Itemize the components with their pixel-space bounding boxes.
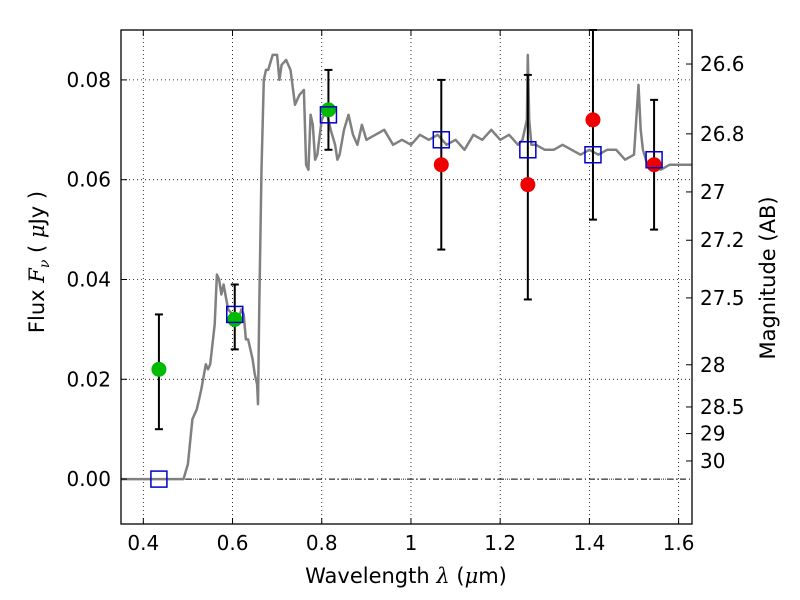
x-axis-label: Wavelength λ (μm): [305, 564, 507, 588]
x-tick-label: 1: [405, 531, 418, 555]
model-bandpass-square: [226, 305, 244, 324]
model-bandpass-square: [519, 141, 537, 159]
magnitude-tick-label: 27: [700, 180, 725, 204]
x-axis-ticks: 0.4 0.6 0.8 1 1.2 1.4 1.6: [127, 30, 695, 555]
model-spectrum-line: [121, 53, 692, 481]
data-point: [320, 102, 336, 118]
data-point: [520, 177, 536, 193]
y-tick-label: 0.00: [66, 467, 111, 491]
x-tick-label: 0.8: [306, 531, 338, 555]
y-axis-label: Flux Fν ( μJy ): [25, 191, 53, 333]
model-bandpass-square: [432, 131, 451, 149]
x-tick-label: 0.6: [217, 531, 249, 555]
grid: [121, 30, 692, 524]
magnitude-tick-label: 26.6: [700, 52, 745, 76]
data-point: [646, 157, 662, 173]
magnitude-tick-label: 29: [700, 422, 725, 446]
model-bandpass-square: [645, 150, 663, 169]
model-bandpass-square: [319, 106, 338, 124]
data-point: [585, 112, 601, 128]
x-tick-label: 1.4: [573, 531, 605, 555]
data-point: [433, 157, 449, 173]
x-tick-label: 1.6: [663, 531, 695, 555]
magnitude-tick-label: 30: [700, 449, 725, 473]
magnitude-axis-label: Magnitude (AB): [756, 196, 780, 359]
y-axis-ticks: 0.00 0.02 0.04 0.06 0.08: [66, 68, 127, 491]
magnitude-tick-label: 27.2: [700, 228, 745, 252]
magnitude-tick-label: 28: [700, 353, 725, 377]
x-tick-label: 1.2: [484, 531, 516, 555]
magnitude-tick-label: 28.5: [700, 395, 745, 419]
series-layer: [121, 29, 692, 488]
x-tick-label: 0.4: [127, 531, 159, 555]
model-bandpass-square: [150, 470, 168, 488]
data-point: [227, 311, 243, 327]
plot-frame: [120, 29, 693, 525]
y-tick-label: 0.06: [66, 168, 111, 192]
y-tick-label: 0.08: [66, 68, 111, 92]
magnitude-tick-label: 26.8: [700, 122, 745, 146]
magnitude-axis-ticks: 26.6 26.8 27 27.2 27.5 28 28.5 29 30: [686, 52, 745, 473]
magnitude-tick-label: 27.5: [700, 286, 745, 310]
model-bandpass-square: [584, 145, 602, 164]
y-tick-label: 0.04: [66, 267, 111, 291]
y-tick-label: 0.02: [66, 367, 111, 391]
data-point: [151, 361, 167, 377]
